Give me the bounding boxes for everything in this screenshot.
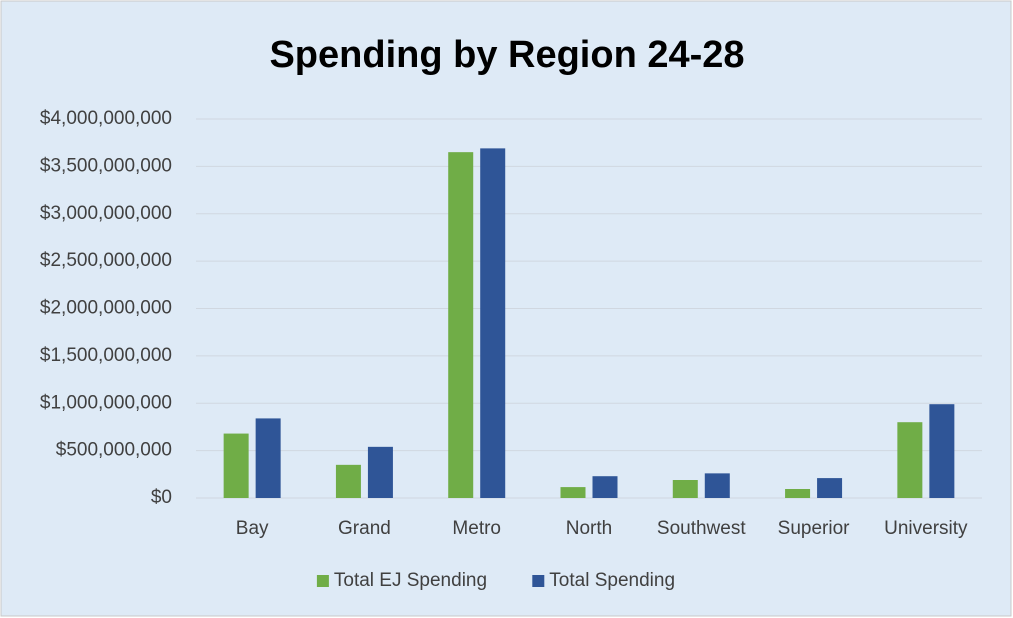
y-tick-label: $4,000,000,000 <box>40 108 172 129</box>
y-tick-label: $1,500,000,000 <box>40 345 172 366</box>
legend-swatch <box>532 575 545 587</box>
y-tick-label: $2,500,000,000 <box>40 250 172 271</box>
y-tick-label: $0 <box>151 487 172 508</box>
bar <box>704 473 730 498</box>
legend-label: Total EJ Spending <box>334 570 487 591</box>
bar <box>897 422 923 498</box>
x-tick-label: Grand <box>338 518 391 539</box>
y-tick-label: $2,000,000,000 <box>40 298 172 319</box>
x-tick-label: Metro <box>452 518 501 539</box>
bar <box>367 446 393 498</box>
bar <box>785 488 811 498</box>
bar <box>560 487 586 498</box>
x-tick-label: University <box>884 518 968 539</box>
bar <box>480 148 506 498</box>
bar <box>223 433 249 498</box>
legend-swatch <box>316 575 329 587</box>
x-tick-label: Superior <box>778 518 850 539</box>
x-tick-label: Bay <box>236 518 269 539</box>
bar <box>817 478 843 498</box>
x-tick-label: Southwest <box>657 518 746 539</box>
legend-label: Total Spending <box>549 570 675 591</box>
bar <box>592 476 618 498</box>
y-tick-label: $3,500,000,000 <box>40 155 172 176</box>
y-tick-label: $1,000,000,000 <box>40 392 172 413</box>
y-tick-label: $3,000,000,000 <box>40 203 172 224</box>
bar <box>335 464 361 498</box>
chart-title: Spending by Region 24-28 <box>269 34 744 76</box>
bar <box>448 152 474 498</box>
bar <box>929 404 955 498</box>
bar <box>672 479 698 498</box>
bar <box>255 418 281 498</box>
x-tick-label: North <box>566 518 612 539</box>
y-tick-label: $500,000,000 <box>56 440 172 461</box>
